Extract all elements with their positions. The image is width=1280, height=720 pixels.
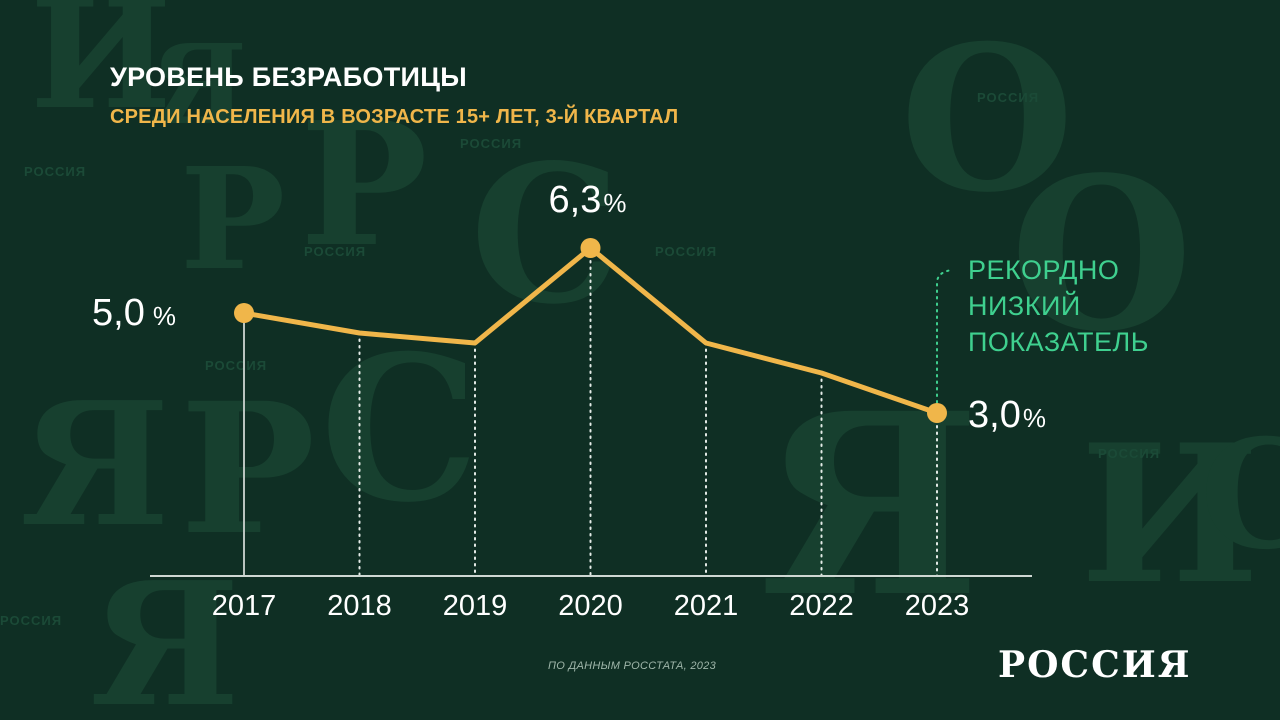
data-point-2020 bbox=[580, 238, 601, 258]
annotation-connector bbox=[936, 269, 953, 410]
data-point-2023 bbox=[927, 403, 947, 423]
x-tick-label-2020: 2020 bbox=[558, 590, 623, 622]
background-letter: Р bbox=[180, 138, 286, 302]
background-word: РОССИЯ bbox=[24, 164, 87, 179]
annotation-line-1: РЕКОРДНО bbox=[968, 255, 1120, 285]
background-letter: С bbox=[1200, 407, 1280, 583]
data-label-2017: 5,0% bbox=[92, 292, 176, 334]
background-letter: И bbox=[30, 0, 172, 143]
background-letter: О bbox=[1010, 131, 1193, 378]
x-tick-label-2017: 2017 bbox=[212, 590, 277, 622]
source-note: ПО ДАННЫМ РОССТАТА, 2023 bbox=[548, 660, 716, 672]
x-tick-label-2021: 2021 bbox=[674, 590, 739, 622]
background-letter: Я bbox=[760, 358, 981, 652]
background-word: РОССИЯ bbox=[977, 90, 1040, 105]
background-letter: С bbox=[470, 123, 622, 346]
record-low-annotation: РЕКОРДНО НИЗКИЙ ПОКАЗАТЕЛЬ bbox=[968, 252, 1168, 360]
series-line bbox=[241, 245, 940, 416]
chart-subtitle: СРЕДИ НАСЕЛЕНИЯ В ВОЗРАСТЕ 15+ ЛЕТ, 3-Й … bbox=[110, 106, 679, 128]
background-word: РОССИЯ bbox=[655, 244, 718, 259]
background-letter: И bbox=[1080, 403, 1260, 626]
x-tick-label-2019: 2019 bbox=[443, 590, 508, 622]
russia-logo: РОССИЯ bbox=[998, 644, 1192, 686]
x-tick-label-2023: 2023 bbox=[905, 590, 970, 622]
data-point-2017 bbox=[234, 303, 254, 323]
background-word: РОССИЯ bbox=[1098, 446, 1161, 461]
background-word: РОССИЯ bbox=[0, 613, 63, 628]
background-letter: Я bbox=[20, 365, 170, 565]
x-tick-label-2022: 2022 bbox=[789, 590, 854, 622]
background-letter: Р bbox=[180, 364, 316, 575]
x-tick-label-2018: 2018 bbox=[327, 590, 392, 622]
background-word: РОССИЯ bbox=[460, 136, 523, 151]
annotation-line-3: ПОКАЗАТЕЛЬ bbox=[968, 327, 1149, 357]
background-letter: С bbox=[320, 312, 480, 547]
data-label-2023: 3,0% bbox=[968, 394, 1046, 436]
background-word: РОССИЯ bbox=[304, 244, 367, 259]
background-letter: Я bbox=[90, 545, 240, 720]
background-letter: О bbox=[900, 2, 1075, 237]
background-word: РОССИЯ bbox=[205, 358, 268, 373]
background-letter: Р bbox=[300, 85, 428, 285]
data-label-2020: 6,3% bbox=[549, 179, 627, 221]
annotation-line-2: НИЗКИЙ bbox=[968, 291, 1081, 321]
chart-title: УРОВЕНЬ БЕЗРАБОТИЦЫ bbox=[110, 62, 467, 92]
background-letter: Я bbox=[150, 20, 248, 149]
